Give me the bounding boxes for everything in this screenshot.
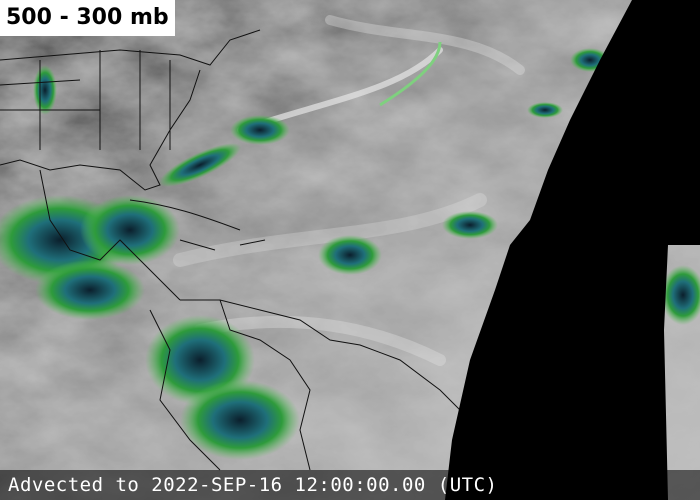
level-label: 500 - 300 mb [0, 0, 175, 36]
coastlines [0, 29, 471, 471]
time-caption: Advected to 2022-SEP-16 12:00:00.00 (UTC… [0, 470, 700, 500]
space-mask [445, 0, 700, 500]
moist-regions [0, 41, 700, 460]
